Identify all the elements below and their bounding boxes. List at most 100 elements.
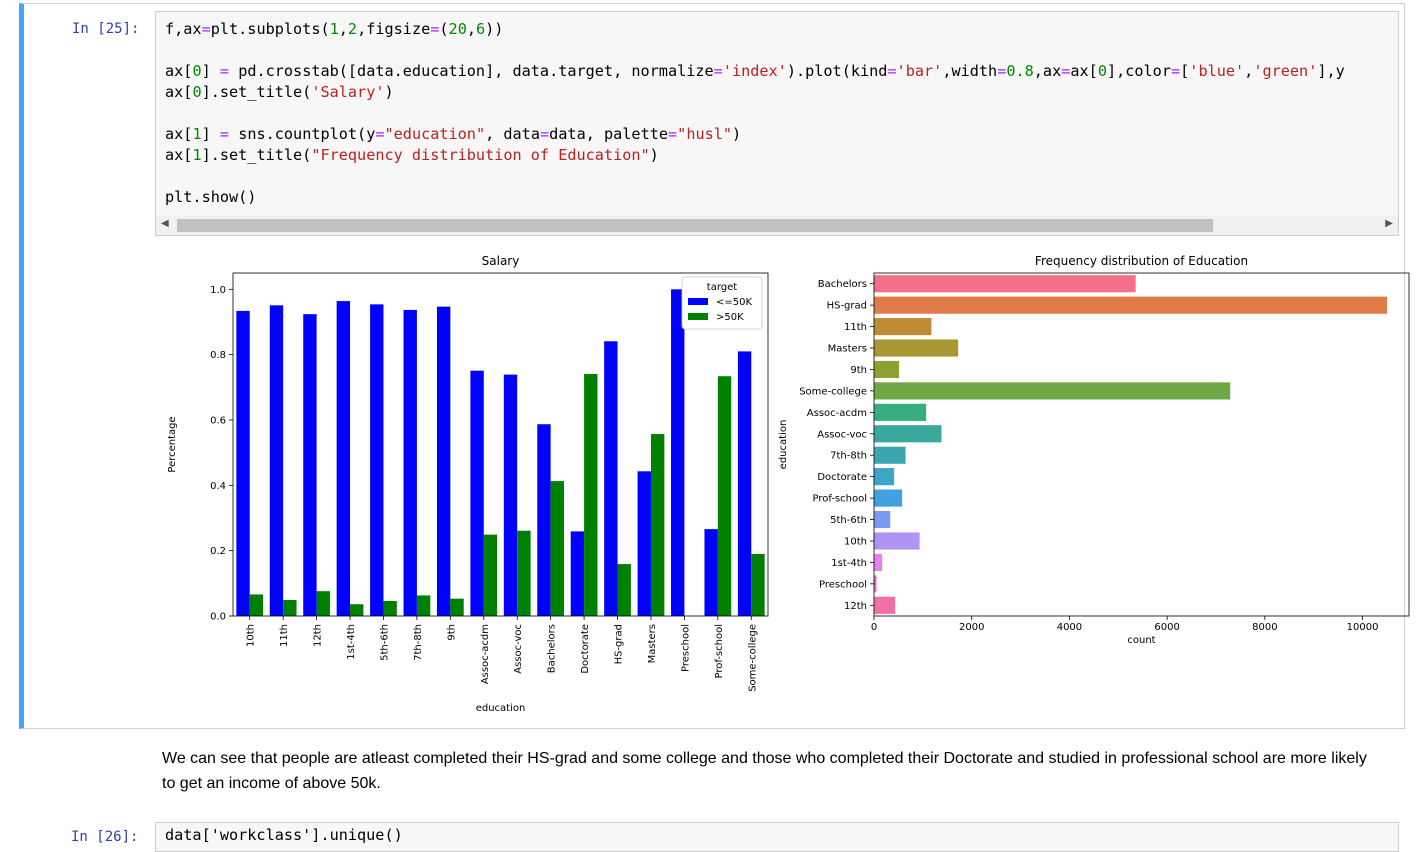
code-cell[interactable]: In [25]: f,ax=plt.subplots(1,2,figsize=(… (19, 3, 1410, 729)
code-token: [ (1180, 62, 1190, 80)
code-token: 6 (476, 20, 486, 38)
code-token: ax[ (165, 125, 193, 143)
code-line: ax[1] = sns.countplot(y="education", dat… (165, 124, 1345, 145)
y-tick-label: 0.8 (210, 350, 226, 361)
code-line: ax[0].set_title('Salary') (165, 82, 1345, 103)
x-tick-label: Assoc-acdm (480, 624, 491, 684)
bar-le50k (269, 305, 284, 616)
code-token: = (219, 62, 230, 80)
chart-title: Frequency distribution of Education (1035, 254, 1248, 268)
x-tick-label: 10000 (1347, 622, 1379, 633)
bar-gt50k (751, 553, 765, 616)
bar-le50k (336, 301, 351, 616)
bar-le50k (503, 374, 518, 616)
y-tick-label: 0.6 (210, 416, 226, 427)
code-token: , data (485, 125, 540, 143)
code-token: pd.crosstab([data.education], data.targe… (229, 62, 714, 80)
bar-count (874, 360, 900, 379)
bar-count (874, 553, 883, 571)
code-token: ],y (1317, 62, 1345, 80)
scroll-left-icon[interactable]: ◀ (161, 218, 169, 229)
code-token: data, palette (549, 125, 669, 143)
chart-title: Salary (482, 254, 520, 268)
code-editor[interactable]: f,ax=plt.subplots(1,2,figsize=(20,6)) ax[… (165, 19, 1345, 208)
x-tick-label: Prof-school (714, 624, 725, 679)
code-token: 1 (192, 125, 202, 143)
code-token: , (338, 20, 348, 38)
code-line: ax[0] = pd.crosstab([data.education], da… (165, 61, 1345, 82)
y-tick-label: 1st-4th (831, 558, 867, 569)
code-token: = (1170, 62, 1181, 80)
x-axis-label: count (1127, 635, 1155, 646)
y-tick-label: 12th (844, 601, 867, 612)
bar-count (874, 318, 932, 336)
code-token: plt.subplots( (210, 20, 330, 38)
salary-chart: Salary Percentage education 0.0 0.2 0.4 0.6 0.8… (167, 254, 769, 714)
bar-le50k (370, 304, 384, 616)
code-token: ,ax (1033, 62, 1062, 80)
x-tick-label: 1st-4th (346, 624, 357, 660)
bar-count (874, 382, 1231, 400)
y-tick-label: 10th (844, 536, 867, 547)
bar-le50k (436, 306, 451, 616)
bar-le50k (303, 314, 317, 616)
code-token: = (997, 62, 1007, 80)
x-tick-label: 10th (246, 624, 257, 647)
bar-count (874, 403, 927, 421)
code-token: "husl" (677, 125, 733, 143)
x-tick-label: Bachelors (547, 624, 558, 673)
x-tick-label: 5th-6th (379, 624, 390, 661)
bar-count (874, 275, 1136, 293)
bar-count (874, 510, 891, 529)
y-tick-label: Assoc-acdm (807, 408, 867, 419)
y-tick-label: Assoc-voc (817, 429, 867, 440)
bar-count (874, 446, 906, 464)
bar-le50k (470, 370, 484, 616)
code-token: ,width (942, 62, 998, 80)
bar-le50k (637, 471, 651, 616)
scroll-right-icon[interactable]: ▶ (1385, 218, 1393, 229)
bar-le50k (403, 309, 417, 616)
code-line (165, 103, 1345, 124)
code-token: 'Salary' (311, 83, 385, 101)
code-token: 20 (448, 20, 467, 38)
code-input-area[interactable]: f,ax=plt.subplots(1,2,figsize=(20,6)) ax[… (155, 11, 1399, 236)
bar-le50k (737, 351, 752, 616)
y-tick-label: Masters (828, 344, 867, 355)
horizontal-scrollbar[interactable]: ◀ ▶ (156, 216, 1398, 235)
code-token: 'green' (1253, 62, 1318, 80)
code-token: plt.show() (165, 188, 257, 206)
y-tick-label: 11th (844, 322, 867, 333)
bar-gt50k (450, 598, 464, 616)
y-tick-label: Bachelors (818, 279, 867, 290)
code-token: )) (485, 20, 504, 38)
x-tick-label: 8000 (1252, 622, 1277, 633)
x-tick-label: 11th (279, 624, 290, 647)
code-token: ].set_title( (201, 83, 312, 101)
code-token: = (219, 125, 230, 143)
y-tick-label: HS-grad (827, 301, 867, 312)
y-tick-label: 9th (850, 365, 867, 376)
code-token: 1 (192, 146, 202, 164)
y-axis-label: Percentage (167, 416, 178, 472)
code-token: ].set_title( (201, 146, 312, 164)
code-token: 2 (347, 20, 358, 38)
scrollbar-thumb[interactable] (177, 219, 1213, 232)
markdown-cell: We can see that people are atleast compl… (162, 750, 1367, 792)
next-code-cell[interactable]: In [26]: data['workclass'].unique() (19, 822, 1405, 852)
legend-label: >50K (716, 312, 744, 323)
code-token: 0 (1097, 62, 1107, 80)
bar-gt50k (249, 594, 264, 616)
code-token: ).plot(kind (786, 62, 888, 80)
x-tick-label: 9th (446, 624, 457, 641)
bar-gt50k (383, 600, 397, 616)
bar-le50k (604, 341, 618, 616)
code-token: ],color (1106, 62, 1171, 80)
y-tick-label: 0.2 (210, 546, 226, 557)
bar-gt50k (316, 591, 330, 616)
bar-count (874, 296, 1388, 314)
next-code-input[interactable]: data['workclass'].unique() (155, 822, 1399, 852)
code-token: 'index' (722, 62, 787, 80)
bar-count (874, 489, 903, 507)
code-token: ] (201, 125, 220, 143)
